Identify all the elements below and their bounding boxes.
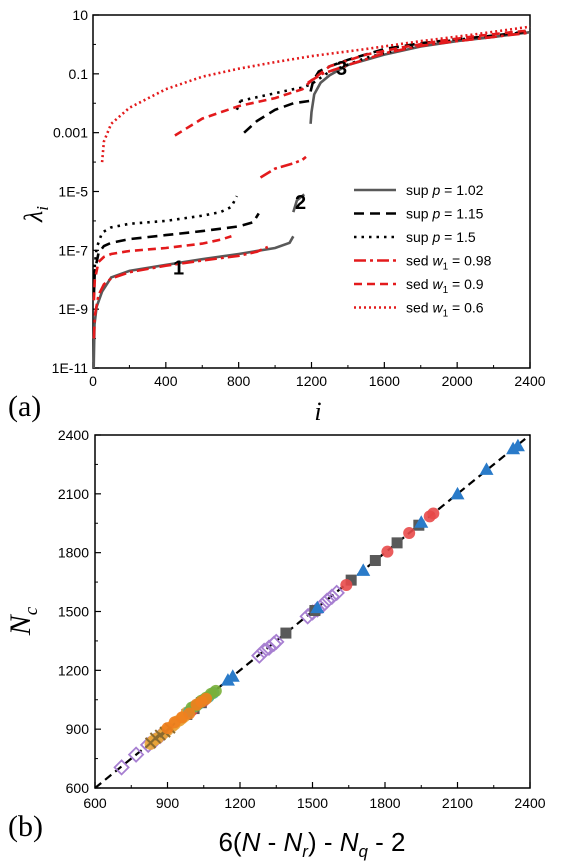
y-tick-label-b: 1800 <box>58 545 89 561</box>
scatter-point-series-9 <box>200 692 213 705</box>
x-axis-title-b: 6(N - Nr) - Nq - 2 <box>218 827 405 861</box>
scatter-point-series-1 <box>318 592 336 609</box>
series-group-a <box>92 25 531 369</box>
x-tick-label-b: 2100 <box>442 795 473 811</box>
series-line-3 <box>240 30 531 103</box>
x-tick-label-b: 1500 <box>297 795 328 811</box>
y-tick-label-a: 1E-9 <box>58 301 88 317</box>
scatter-point-series-3 <box>340 579 353 592</box>
panel-label-b: (b) <box>8 810 43 843</box>
series-group-b <box>113 438 525 776</box>
y-tick-label-b: 2100 <box>58 486 89 502</box>
scatter-point-series-3 <box>427 507 440 520</box>
legend-entry-2: sup p = 1.15 <box>406 206 484 222</box>
x-tick-label-b: 900 <box>156 795 180 811</box>
x-tick-label-a: 800 <box>227 373 251 389</box>
scatter-point-series-1 <box>127 746 145 763</box>
scatter-point-series-9 <box>183 707 196 720</box>
scatter-point-series-4 <box>479 462 494 475</box>
y-tick-label-a: 0.1 <box>69 66 89 82</box>
scatter-point-series-4 <box>225 669 240 682</box>
x-tick-label-a: 1200 <box>296 373 327 389</box>
series-line-2 <box>92 212 260 296</box>
series-line-5 <box>174 29 531 137</box>
scatter-point-series-1 <box>251 647 268 664</box>
region-label: 1 <box>173 258 184 280</box>
annotations-a: 1 2 3 <box>173 58 347 279</box>
scatter-point-series-2 <box>391 537 403 549</box>
y-tick-label-b: 1200 <box>58 662 89 678</box>
x-tick-label-a: 1600 <box>369 373 400 389</box>
scatter-point-series-3 <box>403 527 416 540</box>
series-line-4 <box>92 245 269 339</box>
y-tick-label-b: 1500 <box>58 604 89 620</box>
y-tick-label-a: 1E-5 <box>58 184 88 200</box>
scatter-point-series-4 <box>356 563 371 576</box>
x-tick-label-b: 600 <box>83 795 107 811</box>
scatter-point-series-4 <box>414 515 429 528</box>
y-tick-label-b: 600 <box>66 780 90 796</box>
y-axis-title-a: λi <box>19 206 52 223</box>
y-axis-title-a-base: λ <box>19 211 48 223</box>
x-tick-label-a: 400 <box>154 373 178 389</box>
scatter-point-series-1 <box>267 633 285 651</box>
region-label: 2 <box>295 192 306 214</box>
scatter-point-series-3 <box>381 545 394 558</box>
scatter-point-series-2 <box>369 555 381 567</box>
y-axis-title-b-sub: c <box>21 606 42 615</box>
legend-entry-3: sup p = 1.5 <box>406 229 476 245</box>
series-line-6 <box>100 25 531 163</box>
x-tick-label-a: 2400 <box>514 373 545 389</box>
panel-a: 0 400 800 1200 1600 2000 2400 1E-11 1E-9 1E-7 1E-5… <box>8 7 546 426</box>
scatter-point-series-1 <box>113 759 130 776</box>
x-tick-label-b: 1800 <box>369 795 400 811</box>
legend-entry-4: sed w1 = 0.98 <box>406 253 492 273</box>
x-tick-label-b: 1200 <box>224 795 255 811</box>
x-axis-title-a: i <box>314 397 321 426</box>
y-tick-label-b: 900 <box>66 721 90 737</box>
scatter-point-series-4 <box>310 600 325 614</box>
series-line-3 <box>92 195 238 275</box>
legend-entry-5: sed w1 = 0.9 <box>406 276 484 296</box>
y-tick-label-a: 0.001 <box>53 125 88 141</box>
scatter-point-series-1 <box>323 588 341 606</box>
ticks-b: 600 900 1200 1500 1800 2100 2400 600 900 1200 1500… <box>58 427 546 811</box>
y-axis-title-b-base: N <box>4 613 37 636</box>
region-label: 3 <box>336 58 347 80</box>
scatter-point-series-4 <box>510 438 525 452</box>
y-axis-title-a-sub: i <box>33 206 52 211</box>
legend-a: sup p = 1.02 sup p = 1.15 sup p = 1.5 sed w… <box>354 182 492 320</box>
series-line-4 <box>259 155 307 179</box>
y-tick-label-a: 1E-7 <box>58 242 88 258</box>
legend-entry-1: sup p = 1.02 <box>406 182 484 198</box>
x-tick-label-a: 0 <box>89 373 97 389</box>
scatter-point-series-2 <box>280 627 292 639</box>
series-line-1 <box>292 193 306 213</box>
series-line-1 <box>92 235 295 369</box>
y-tick-label-b: 2400 <box>58 427 89 443</box>
x-tick-label-a: 2000 <box>442 373 473 389</box>
scatter-point-series-1 <box>255 642 273 659</box>
x-tick-label-b: 2400 <box>514 795 545 811</box>
series-line-3 <box>235 100 242 111</box>
y-tick-label-a: 1E-11 <box>52 360 89 376</box>
panel-label-a: (a) <box>8 390 41 423</box>
scatter-point-series-8 <box>209 684 222 697</box>
y-axis-title-b: Nc <box>4 606 42 636</box>
y-tick-label-a: 10 <box>72 7 88 23</box>
legend-entry-6: sed w1 = 0.6 <box>406 300 484 320</box>
series-line-2 <box>243 99 310 134</box>
scatter-point-series-2 <box>345 574 357 586</box>
scatter-point-series-4 <box>450 486 465 500</box>
ticks-a: 0 400 800 1200 1600 2000 2400 1E-11 1E-9 1E-7 1E-5… <box>52 7 546 389</box>
series-line-5 <box>92 235 232 301</box>
scatter-point-series-1 <box>328 584 345 602</box>
panel-b: 600 900 1200 1500 1800 2100 2400 600 900 1200 1500… <box>4 427 546 861</box>
series-line-4 <box>307 31 531 84</box>
